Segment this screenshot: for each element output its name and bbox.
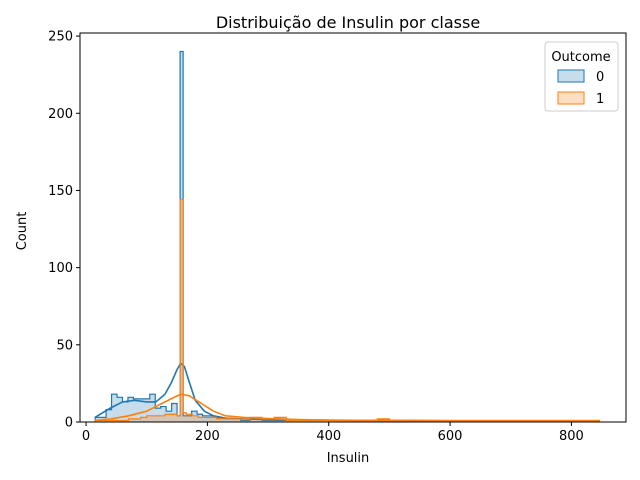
plot-area: [94, 50, 600, 423]
hist-bar-0-32: [304, 420, 329, 422]
hist-bar-0-31: [286, 420, 305, 422]
x-tick-label-4: 800: [559, 429, 584, 444]
hist-bar-1-12: [183, 412, 187, 422]
hist-bar-1-25: [316, 420, 353, 422]
legend-box: [544, 41, 619, 112]
hist-outline-0: [94, 50, 600, 422]
hist-bar-0-12: [160, 406, 167, 422]
hist-bar-0-20: [197, 414, 203, 422]
legend-swatch-1: [557, 91, 585, 105]
hist-bar-1-2: [116, 420, 129, 422]
x-tick-label-3: 600: [438, 429, 463, 444]
hist-bar-0-23: [213, 417, 219, 422]
hist-bar-1-13: [186, 414, 193, 422]
series-1: [94, 199, 600, 423]
hist-bar-1-4: [140, 417, 147, 422]
hist-bar-0-27: [240, 420, 250, 422]
hist-bar-0-28: [249, 418, 262, 422]
kde-line-1: [95, 393, 600, 423]
hist-bar-0-3: [111, 394, 118, 422]
hist-bar-0-29: [262, 420, 275, 422]
hist-bar-1-5: [146, 415, 153, 422]
hist-bar-1-15: [198, 417, 205, 422]
y-axis-label: Count: [15, 212, 30, 251]
hist-bar-1-21: [249, 417, 262, 422]
hist-bar-1-26: [353, 420, 378, 422]
hist-bar-1-3: [128, 418, 141, 422]
legend-title: Outcome: [551, 50, 610, 65]
hist-bar-0-13: [166, 411, 172, 422]
legend-label-0: 0: [596, 70, 604, 85]
hist-bar-1-24: [286, 420, 317, 422]
x-tick-label-0: 0: [82, 429, 90, 444]
hist-bar-0-6: [127, 397, 134, 422]
hist-bar-0-16: [180, 51, 184, 423]
axes-frame: [79, 32, 627, 423]
hist-bar-0-2: [106, 409, 112, 422]
y-tick-label-4: 200: [48, 107, 73, 122]
hist-bar-1-17: [210, 417, 217, 422]
hist-bar-0-18: [186, 415, 192, 422]
hist-bar-1-8: [164, 414, 171, 422]
hist-bar-1-7: [158, 415, 165, 422]
legend-swatch-0: [557, 69, 585, 83]
legend-label-1: 1: [596, 92, 604, 107]
hist-outline-1: [94, 199, 600, 422]
hist-bar-1-9: [171, 414, 178, 422]
hist-bar-0-34: [353, 420, 390, 422]
x-tick-label-1: 200: [195, 429, 220, 444]
hist-bar-0-25: [224, 418, 232, 422]
hist-bar-0-21: [202, 415, 209, 422]
hist-bar-0-33: [328, 420, 353, 422]
hist-bar-1-20: [237, 418, 250, 422]
hist-bar-1-14: [192, 415, 199, 422]
hist-bar-0-11: [155, 408, 161, 422]
hist-bar-0-22: [208, 415, 214, 422]
hist-bar-0-19: [191, 411, 198, 422]
chart-title: Distribuição de Insulin por classe: [216, 13, 480, 32]
axes: 0 200 400 600 800 0 50 100 150 200 250: [48, 30, 627, 444]
hist-bar-1-11: [180, 199, 184, 422]
x-axis-label: Insulin: [327, 451, 370, 466]
hist-bar-0-5: [122, 401, 128, 422]
hist-bar-0-26: [231, 418, 241, 422]
series-0: [94, 50, 600, 423]
hist-bar-1-18: [216, 418, 226, 422]
y-tick-label-5: 250: [48, 30, 73, 45]
x-tick-label-2: 400: [316, 429, 341, 444]
hist-bar-0-8: [138, 398, 145, 422]
hist-bar-0-30: [274, 420, 287, 422]
hist-bar-1-6: [152, 415, 159, 422]
legend: Outcome 0 1: [544, 41, 619, 112]
y-tick-label-3: 150: [48, 184, 73, 199]
y-tick-label-0: 0: [65, 416, 73, 431]
hist-bar-1-0: [95, 420, 105, 422]
hist-bar-0-17: [183, 415, 187, 422]
hist-bar-1-10: [177, 415, 181, 422]
hist-bar-1-19: [225, 418, 238, 422]
hist-bar-0-24: [218, 418, 225, 422]
hist-bar-1-1: [104, 420, 117, 422]
hist-bar-0-4: [117, 397, 123, 422]
hist-bar-0-7: [133, 398, 139, 422]
hist-bar-0-15: [177, 415, 181, 422]
hist-bar-1-22: [262, 418, 275, 422]
hist-bar-1-16: [204, 417, 211, 422]
y-tick-label-1: 50: [56, 338, 73, 353]
hist-bar-0-14: [171, 403, 178, 422]
y-tick-label-2: 100: [48, 261, 73, 276]
